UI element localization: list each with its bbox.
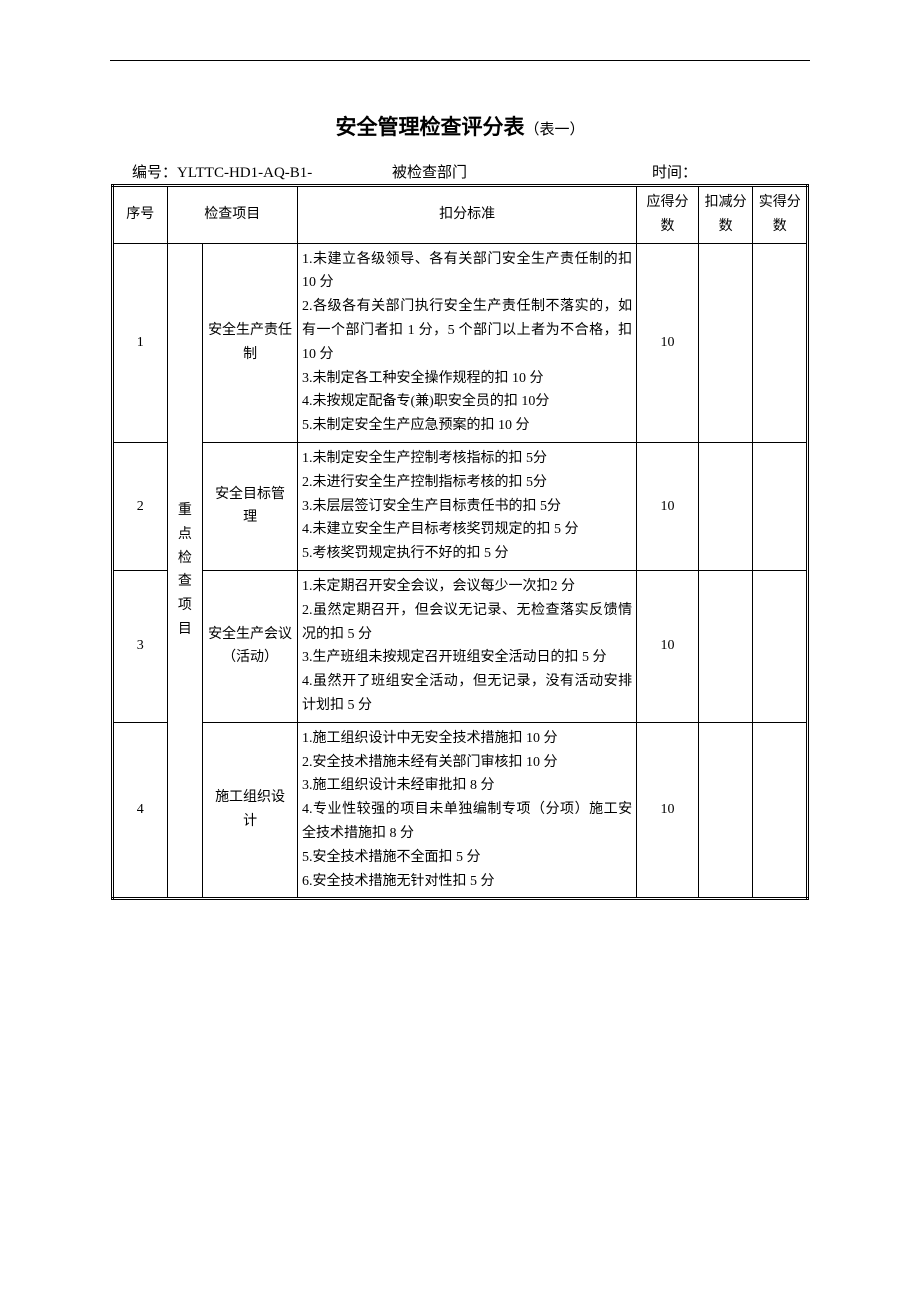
criteria-line: 6.安全技术措施无针对性扣 5 分: [302, 870, 632, 894]
table-header-row: 序号 检查项目 扣分标准 应得分数 扣减分数 实得分数: [113, 186, 808, 244]
cell-seq: 4: [113, 722, 168, 899]
cell-criteria: 1.未定期召开安全会议，会议每少一次扣2 分 2.虽然定期召开，但会议无记录、无…: [298, 570, 637, 722]
meta-dept-label: 被检查部门: [392, 161, 622, 182]
table-row: 3 安全生产会议（活动） 1.未定期召开安全会议，会议每少一次扣2 分 2.虽然…: [113, 570, 808, 722]
criteria-line: 2.安全技术措施未经有关部门审核扣 10 分: [302, 751, 632, 775]
criteria-line: 1.未制定安全生产控制考核指标的扣 5分: [302, 447, 632, 471]
vchar: 点: [172, 523, 199, 547]
th-max-score: 应得分数: [637, 186, 699, 244]
criteria-line: 2.未进行安全生产控制指标考核的扣 5分: [302, 471, 632, 495]
criteria-line: 5.安全技术措施不全面扣 5 分: [302, 846, 632, 870]
top-rule: [110, 60, 810, 61]
cell-category-vertical: 重 点 检 查 项 目: [167, 243, 203, 899]
vchar: 目: [172, 618, 199, 642]
cell-item: 施工组织设 计: [203, 722, 298, 899]
th-actual: 实得分数: [753, 186, 808, 244]
criteria-line: 4.专业性较强的项目未单独编制专项（分项）施工安全技术措施扣 8 分: [302, 798, 632, 846]
criteria-line: 3.未制定各工种安全操作规程的扣 10 分: [302, 367, 632, 391]
document-page: 安全管理检查评分表（表一） 编号：YLTTC-HD1-AQ-B1- 被检查部门 …: [0, 0, 920, 900]
cell-criteria: 1.未建立各级领导、各有关部门安全生产责任制的扣 10 分 2.各级各有关部门执…: [298, 243, 637, 442]
cell-actual: [753, 442, 808, 570]
cell-deduct: [698, 570, 753, 722]
title-main: 安全管理检查评分表: [335, 116, 524, 139]
criteria-line: 4.未建立安全生产目标考核奖罚规定的扣 5 分: [302, 518, 632, 542]
vchar: 项: [172, 594, 199, 618]
table-row: 2 安全目标管 理 1.未制定安全生产控制考核指标的扣 5分 2.未进行安全生产…: [113, 442, 808, 570]
cell-deduct: [698, 442, 753, 570]
criteria-line: 2.各级各有关部门执行安全生产责任制不落实的，如有一个部门者扣 1 分，5 个部…: [302, 295, 632, 366]
cell-max-score: 10: [637, 570, 699, 722]
th-deduct: 扣减分数: [698, 186, 753, 244]
cell-seq: 1: [113, 243, 168, 442]
criteria-line: 3.未层层签订安全生产目标责任书的扣 5分: [302, 495, 632, 519]
criteria-line: 1.未建立各级领导、各有关部门安全生产责任制的扣 10 分: [302, 248, 632, 296]
cell-criteria: 1.未制定安全生产控制考核指标的扣 5分 2.未进行安全生产控制指标考核的扣 5…: [298, 442, 637, 570]
cell-deduct: [698, 722, 753, 899]
meta-row: 编号：YLTTC-HD1-AQ-B1- 被检查部门 时间：: [110, 161, 810, 182]
criteria-line: 2.虽然定期召开，但会议无记录、无检查落实反馈情况的扣 5 分: [302, 599, 632, 647]
cell-actual: [753, 570, 808, 722]
criteria-line: 4.虽然开了班组安全活动，但无记录，没有活动安排计划扣 5 分: [302, 670, 632, 718]
meta-code: 编号：YLTTC-HD1-AQ-B1-: [132, 161, 392, 182]
vchar: 重: [172, 499, 199, 523]
vchar: 查: [172, 570, 199, 594]
th-criteria: 扣分标准: [298, 186, 637, 244]
th-seq: 序号: [113, 186, 168, 244]
criteria-line: 5.未制定安全生产应急预案的扣 10 分: [302, 414, 632, 438]
title-sub: （表一）: [524, 122, 584, 138]
table-row: 1 重 点 检 查 项 目 安全生产责任制 1.未建立各级领导、各有关部门安全生…: [113, 243, 808, 442]
th-item-group: 检查项目: [167, 186, 297, 244]
cell-seq: 2: [113, 442, 168, 570]
cell-item: 安全目标管 理: [203, 442, 298, 570]
cell-max-score: 10: [637, 722, 699, 899]
criteria-line: 3.施工组织设计未经审批扣 8 分: [302, 774, 632, 798]
cell-actual: [753, 722, 808, 899]
cell-criteria: 1.施工组织设计中无安全技术措施扣 10 分 2.安全技术措施未经有关部门审核扣…: [298, 722, 637, 899]
cell-item: 安全生产责任制: [203, 243, 298, 442]
meta-code-value: YLTTC-HD1-AQ-B1-: [177, 165, 312, 181]
title-row: 安全管理检查评分表（表一）: [110, 111, 810, 141]
criteria-line: 1.未定期召开安全会议，会议每少一次扣2 分: [302, 575, 632, 599]
score-table: 序号 检查项目 扣分标准 应得分数 扣减分数 实得分数 1 重 点 检 查 项 …: [111, 184, 809, 900]
cell-deduct: [698, 243, 753, 442]
cell-item: 安全生产会议（活动）: [203, 570, 298, 722]
table-body: 1 重 点 检 查 项 目 安全生产责任制 1.未建立各级领导、各有关部门安全生…: [113, 243, 808, 899]
cell-actual: [753, 243, 808, 442]
cell-max-score: 10: [637, 442, 699, 570]
cell-seq: 3: [113, 570, 168, 722]
cell-max-score: 10: [637, 243, 699, 442]
meta-code-label: 编号：: [132, 165, 177, 181]
criteria-line: 1.施工组织设计中无安全技术措施扣 10 分: [302, 727, 632, 751]
table-row: 4 施工组织设 计 1.施工组织设计中无安全技术措施扣 10 分 2.安全技术措…: [113, 722, 808, 899]
vchar: 检: [172, 547, 199, 571]
criteria-line: 4.未按规定配备专(兼)职安全员的扣 10分: [302, 390, 632, 414]
meta-time-label: 时间：: [622, 161, 788, 182]
criteria-line: 5.考核奖罚规定执行不好的扣 5 分: [302, 542, 632, 566]
criteria-line: 3.生产班组未按规定召开班组安全活动日的扣 5 分: [302, 646, 632, 670]
